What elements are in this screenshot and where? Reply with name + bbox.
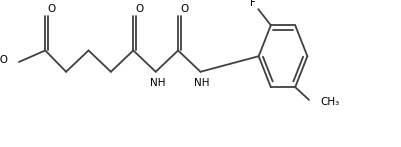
Text: NH: NH bbox=[194, 78, 210, 88]
Text: NH: NH bbox=[150, 78, 165, 88]
Text: O: O bbox=[48, 4, 56, 14]
Text: HO: HO bbox=[0, 55, 8, 65]
Text: CH₃: CH₃ bbox=[320, 97, 339, 107]
Text: O: O bbox=[136, 4, 144, 14]
Text: O: O bbox=[181, 4, 189, 14]
Text: F: F bbox=[250, 0, 256, 8]
